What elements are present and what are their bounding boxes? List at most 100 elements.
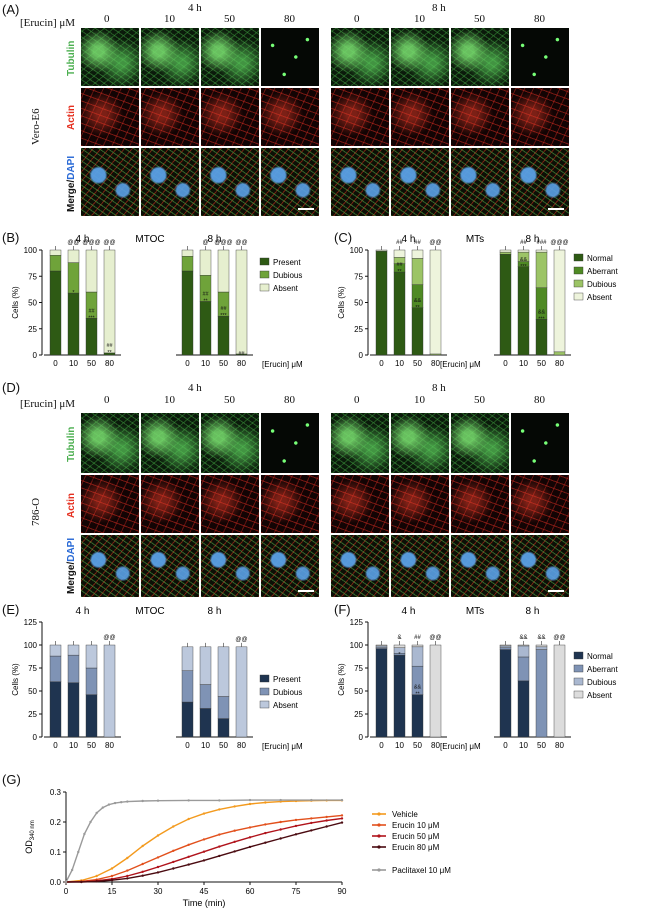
chartG-point-3-6: [156, 871, 160, 874]
chartC-xtick-4h-3: 80: [431, 359, 440, 368]
chartC-bar-4h-50-dubious: [411, 258, 424, 285]
chartG-legend-marker-3: [377, 845, 381, 849]
chartE-bar-4h-0-dubious: [49, 655, 62, 683]
chartC-bar-8h-10-absent: [517, 249, 530, 253]
chartE-topmark-8h-3: @@: [235, 637, 247, 643]
chartF-time-4h: 4 h: [402, 606, 416, 617]
chartG-point-2-15: [294, 824, 298, 828]
chartE-bar-4h-10-absent: [67, 644, 80, 656]
chartB-xtick-8h-2: 50: [219, 359, 228, 368]
micrograph-d-actin-4h-0: [80, 474, 140, 534]
chartB-ytick-label-2: 50: [28, 299, 37, 308]
chartE-bar-4h-50-present: [85, 694, 98, 738]
chartB-topmark-4h-1: @@: [67, 240, 79, 246]
chartE-xtick-4h-3: 80: [105, 741, 114, 750]
chartG-legend-label-0: Vehicle: [392, 810, 418, 819]
row-label-a-merge: Merge/DAPI: [66, 156, 77, 212]
chartG-point-0-10: [218, 808, 221, 811]
chartB-bar-4h-10-present: [67, 292, 80, 356]
chartC-xtick-8h-1: 10: [519, 359, 528, 368]
chartC-bar-8h-50-absent: [535, 249, 548, 253]
micrograph-d-actin-8h-10: [390, 474, 450, 534]
chartG-point-0-6: [156, 834, 160, 837]
panel-label-a: (A): [2, 2, 20, 17]
chartC-legend-swatch-absent: [573, 292, 584, 301]
chartG-point-1-4: [126, 869, 129, 872]
chartC-ylabel: Cells (%): [337, 286, 346, 319]
chartC-topmark-4h-2: ##: [414, 240, 421, 246]
chartG-series-4: [65, 799, 342, 883]
chartG-point-2-11: [233, 840, 236, 843]
chartF-annot-4h-1-0: *: [398, 652, 401, 658]
chartG-point-4-13: [187, 799, 190, 802]
micrograph-a-actin-4h-50: [200, 87, 260, 147]
chartG-legend-label-3: Erucin 80 μM: [392, 843, 440, 852]
chartE-xlabel: [Erucin] μM: [262, 742, 303, 751]
chartG-point-1-8: [187, 843, 190, 846]
chartG-point-1-9: [202, 838, 206, 841]
conc-label-a-1: 10: [164, 13, 175, 25]
chartE-ytick-label-3: 75: [28, 664, 37, 673]
chartF-legend-swatch-normal: [573, 651, 584, 660]
chartF-bar-4h-80-absent: [429, 644, 442, 738]
chartB-bar-8h-0-present: [181, 270, 194, 356]
chartE-xtick-8h-2: 50: [219, 741, 228, 750]
chartB-annot-8h-3-0: ##: [238, 351, 245, 357]
chartF-ytick-label-5: 125: [350, 618, 364, 627]
chartB-legend-label-present: Present: [273, 258, 301, 267]
chartB-topmark-4h-3: @@: [103, 240, 115, 246]
chartG-point-0-2: [95, 874, 98, 878]
chartG-point-4-3: [83, 832, 86, 836]
chartG-point-0-4: [126, 856, 129, 860]
chartB-topmark-8h-2: @@@: [214, 240, 232, 246]
chartG-point-1-14: [279, 820, 282, 824]
micrograph-a-tubulin-8h-50: [450, 27, 510, 87]
chartG-legend-marker-1: [377, 823, 381, 827]
micrograph-d-tubulin-8h-80: [510, 412, 570, 474]
chartF-bar-8h-0-dubious: [499, 645, 512, 648]
row-label-a-merge-text: Merge/: [66, 179, 77, 212]
chartB-topmark-8h-1: @: [202, 240, 208, 246]
row-label-d-actin: Actin: [66, 493, 77, 518]
chartG-point-0-11: [233, 805, 236, 808]
micrograph-a-tubulin-4h-80: [260, 27, 320, 87]
chartB-bar-8h-50-present: [217, 315, 230, 356]
chartF-bar-4h-50-absent: [411, 644, 424, 648]
erucin-header-a: [Erucin] μM: [20, 17, 76, 29]
chartG-point-4-12: [156, 799, 160, 802]
micrograph-a-tubulin-4h-50: [200, 27, 260, 87]
micrograph-a-actin-8h-80: [510, 87, 570, 147]
chartE-legend-swatch-absent: [259, 700, 270, 709]
micrograph-d-tubulin-4h-10: [140, 412, 200, 474]
chartG-point-0-5: [141, 844, 144, 848]
chartG-legend-marker-2: [377, 834, 381, 838]
chartB-annot-8h-2-0: ##: [220, 306, 227, 312]
chartC-bar-8h-50-normal: [535, 319, 548, 356]
panel-label-f: (F): [334, 602, 351, 617]
chartC-topmark-8h-1: ##: [520, 240, 527, 246]
chartB-annot-4h-3-0: ##: [106, 343, 113, 349]
chartF-topmark-8h-2: &&: [537, 635, 545, 641]
chartC-bar-4h-50-normal: [411, 307, 424, 356]
micrograph-d-tubulin-8h-0: [330, 412, 390, 474]
chartF-ytick-label-3: 75: [354, 664, 363, 673]
chartG-point-0-7: [172, 825, 175, 828]
chartB-ytick-label-3: 75: [28, 272, 37, 281]
row-label-d-merge: Merge/DAPI: [66, 538, 77, 594]
chartG-point-1-12: [248, 826, 252, 829]
chartG-point-0-9: [202, 812, 206, 815]
chartG-point-4-11: [141, 799, 144, 803]
chartF-legend-swatch-aberrant: [573, 664, 584, 673]
chartG-point-4-2: [77, 850, 80, 854]
chartF-topmark-8h-1: &&: [519, 635, 527, 641]
cell-line-label-d: 786-O: [30, 497, 42, 526]
chartF-annot-4h-2-1: **: [415, 692, 420, 698]
row-label-d-dapi-text: DAPI: [66, 537, 77, 562]
conc-label-a-6: 50: [474, 13, 485, 25]
chartE-bar-4h-10-dubious: [67, 654, 80, 683]
chartG-point-1-17: [325, 815, 328, 819]
chartE-time-8h: 8 h: [208, 606, 222, 617]
chartF-bar-8h-80-absent: [553, 644, 566, 738]
